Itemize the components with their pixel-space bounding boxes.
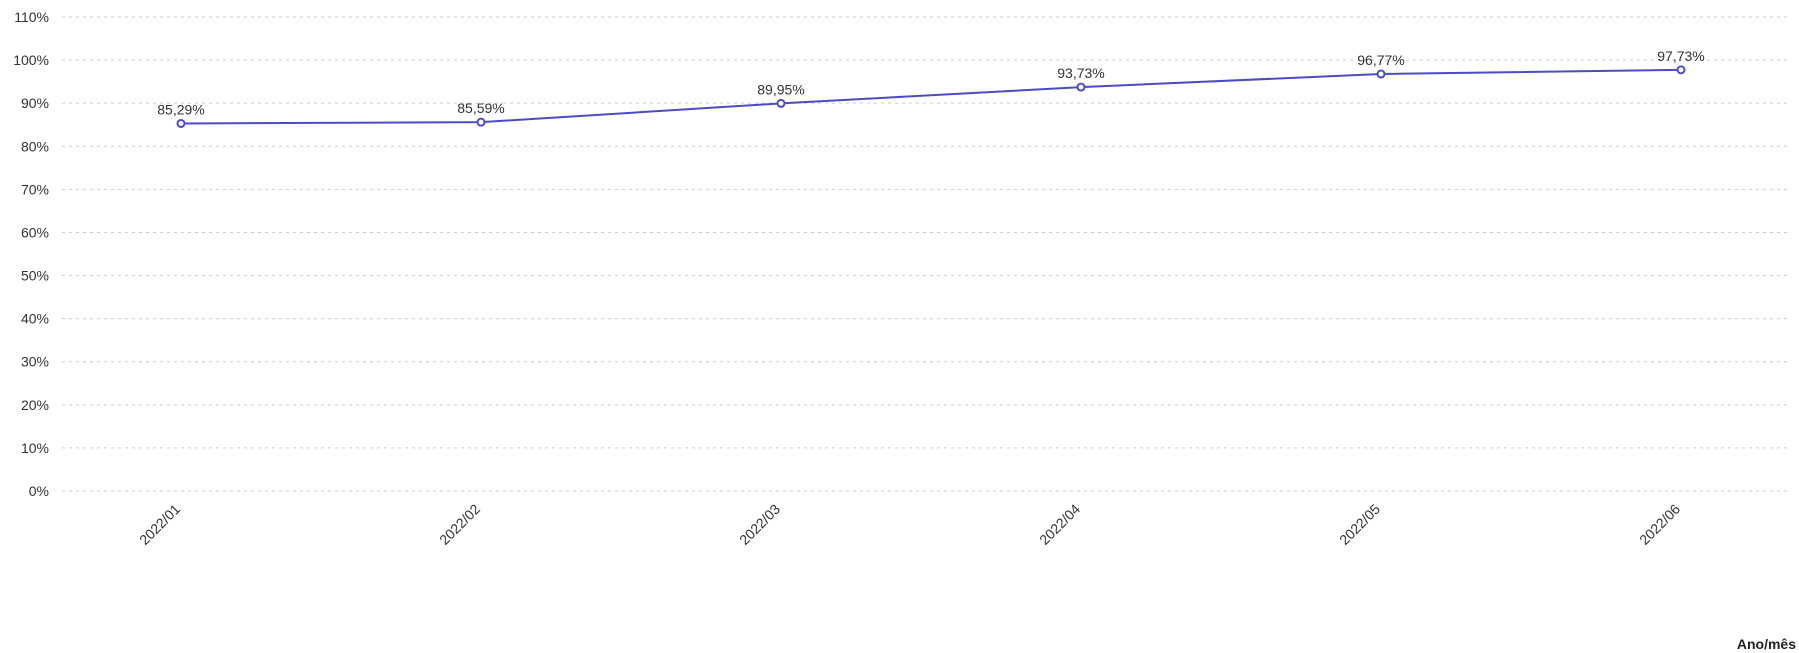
y-tick-label: 90%: [21, 95, 49, 111]
y-tick-label: 60%: [21, 224, 49, 240]
y-axis: 0% 10% 20% 30% 40% 50% 60% 70% 80% 90% 100% 110%: [13, 9, 49, 499]
x-axis-title: Ano/mês: [1737, 636, 1796, 652]
y-tick-label: 80%: [21, 138, 49, 154]
data-label: 89,95%: [757, 81, 804, 97]
grid-layer: [62, 16, 1790, 492]
data-point[interactable]: [1676, 65, 1686, 75]
data-point[interactable]: [476, 117, 486, 127]
y-tick-label: 0%: [29, 483, 49, 499]
data-labels: 85,29% 85,59% 89,95% 93,73% 96,77% 97,73%: [157, 48, 1704, 118]
data-label: 96,77%: [1357, 52, 1404, 68]
series-layer: [176, 65, 1686, 128]
data-point[interactable]: [176, 118, 186, 128]
y-tick-label: 110%: [14, 9, 49, 25]
y-tick-label: 10%: [21, 440, 49, 456]
y-tick-label: 40%: [21, 311, 49, 327]
x-tick-label: 2022/04: [1036, 501, 1083, 548]
data-point[interactable]: [776, 98, 786, 108]
data-point[interactable]: [1376, 69, 1386, 79]
data-label: 93,73%: [1057, 65, 1104, 81]
x-tick-label: 2022/02: [436, 501, 483, 548]
data-label: 85,59%: [457, 100, 504, 116]
y-tick-label: 50%: [21, 268, 49, 284]
x-tick-label: 2022/05: [1336, 501, 1383, 548]
data-point[interactable]: [1076, 82, 1086, 92]
y-tick-label: 20%: [21, 397, 49, 413]
y-tick-label: 100%: [13, 52, 49, 68]
y-tick-label: 70%: [21, 181, 49, 197]
x-axis: 2022/01 2022/02 2022/03 2022/04 2022/05 2022/…: [136, 501, 1683, 548]
x-tick-label: 2022/06: [1636, 501, 1683, 548]
x-tick-label: 2022/01: [136, 501, 183, 548]
data-label: 85,29%: [157, 101, 204, 117]
y-tick-label: 30%: [21, 354, 49, 370]
series-line: [180, 68, 1682, 125]
x-tick-label: 2022/03: [736, 501, 783, 548]
data-label: 97,73%: [1657, 48, 1704, 64]
